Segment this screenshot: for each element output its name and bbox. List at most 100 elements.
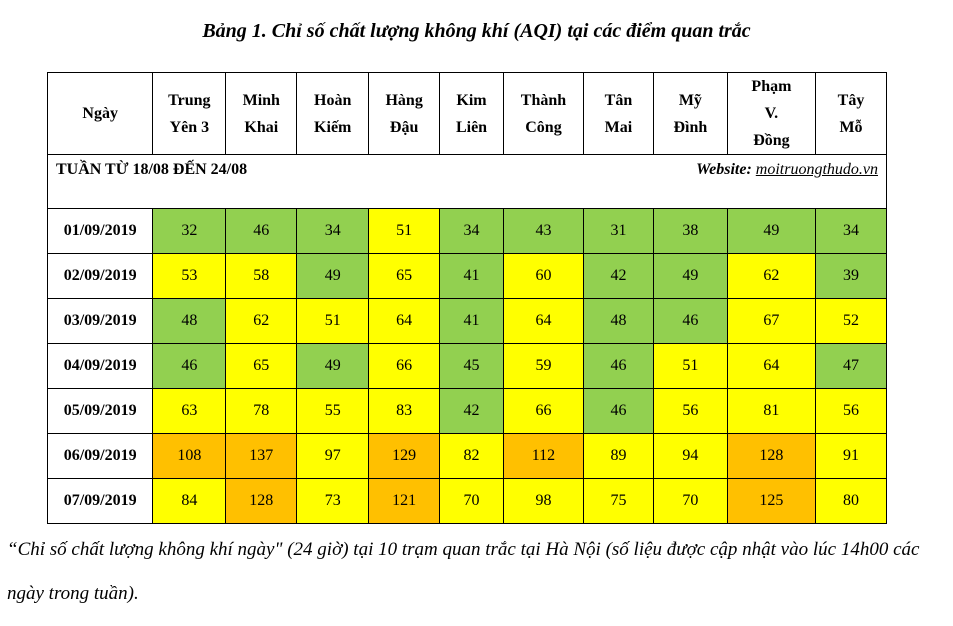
aqi-value-cell: 42: [439, 388, 504, 434]
aqi-value-cell: 60: [502, 253, 584, 299]
date-cell: 07/09/2019: [46, 478, 154, 524]
station-header: Tân Mai: [582, 72, 654, 155]
station-header-line: Công: [525, 118, 562, 136]
aqi-value-cell: 129: [368, 433, 441, 479]
station-header: Thành Công: [502, 72, 584, 155]
aqi-value-cell: 41: [439, 253, 504, 299]
aqi-value-cell: 48: [152, 298, 227, 344]
aqi-value-cell: 56: [815, 388, 887, 434]
aqi-value-cell: 64: [368, 298, 441, 344]
aqi-value-cell: 43: [502, 208, 584, 254]
table-title: Bảng 1. Chỉ số chất lượng không khí (AQI…: [202, 20, 751, 42]
aqi-value-cell: 125: [726, 478, 817, 524]
week-cell: TUẦN TỪ 18/08 ĐẾN 24/08 Website: moitruo…: [47, 154, 887, 209]
station-header-line: Mai: [604, 118, 633, 136]
station-header-line: Minh: [242, 91, 280, 109]
station-header: Hàng Đậu: [368, 72, 441, 155]
aqi-value-cell: 46: [225, 208, 298, 254]
aqi-value-cell: 49: [296, 253, 370, 299]
station-header-line: Tây: [837, 91, 865, 109]
station-header: Kim Liên: [439, 72, 504, 155]
date-cell: 02/09/2019: [46, 253, 154, 299]
aqi-value-cell: 84: [152, 478, 227, 524]
week-row: TUẦN TỪ 18/08 ĐẾN 24/08 Website: moitruo…: [47, 154, 887, 209]
table-row: 07/09/2019 84 128 73 121 70 98 75 70 125 80: [46, 478, 887, 524]
aqi-value-cell: 66: [368, 343, 441, 389]
station-header-line: Thành: [520, 91, 567, 109]
aqi-value-cell: 34: [439, 208, 504, 254]
station-header-line: Khai: [244, 118, 279, 136]
table-row: 04/09/2019 46 65 49 66 45 59 46 51 64 47: [46, 343, 887, 389]
aqi-value-cell: 75: [582, 478, 654, 524]
table-row: 05/09/2019 63 78 55 83 42 66 46 56 81 56: [46, 388, 887, 434]
aqi-value-cell: 46: [582, 388, 654, 434]
aqi-value-cell: 49: [296, 343, 370, 389]
website-link[interactable]: moitruongthudo.vn: [755, 161, 878, 178]
station-header-line: Trung: [168, 91, 211, 109]
date-column-header: Ngày: [46, 72, 154, 155]
aqi-value-cell: 41: [439, 298, 504, 344]
aqi-table: Ngày Trung Yên 3 Minh Khai Hoàn Kiếm Hàng Đậu Ki…: [46, 72, 887, 524]
aqi-value-cell: 46: [582, 343, 654, 389]
aqi-value-cell: 52: [815, 298, 887, 344]
aqi-value-cell: 98: [502, 478, 584, 524]
aqi-value-cell: 94: [652, 433, 728, 479]
aqi-value-cell: 49: [652, 253, 728, 299]
aqi-value-cell: 62: [225, 298, 298, 344]
aqi-value-cell: 73: [296, 478, 370, 524]
station-header: Hoàn Kiếm: [296, 72, 370, 155]
table-row: 06/09/2019 108 137 97 129 82 112 89 94 128 91: [46, 433, 887, 479]
week-label: TUẦN TỪ 18/08 ĐẾN 24/08: [56, 161, 248, 178]
aqi-value-cell: 48: [582, 298, 654, 344]
aqi-value-cell: 59: [502, 343, 584, 389]
aqi-value-cell: 49: [726, 208, 817, 254]
aqi-value-cell: 83: [368, 388, 441, 434]
aqi-value-cell: 82: [439, 433, 504, 479]
table-row: 02/09/2019 53 58 49 65 41 60 42 49 62 39: [46, 253, 887, 299]
station-header: Minh Khai: [225, 72, 298, 155]
aqi-value-cell: 62: [726, 253, 817, 299]
station-header-line: Kim: [456, 91, 487, 109]
station-header-line: Kiếm: [314, 118, 352, 136]
station-header: Trung Yên 3: [152, 72, 227, 155]
station-header-line: Liên: [455, 118, 488, 136]
aqi-value-cell: 67: [726, 298, 817, 344]
aqi-value-cell: 58: [225, 253, 298, 299]
aqi-value-cell: 64: [502, 298, 584, 344]
aqi-value-cell: 42: [582, 253, 654, 299]
aqi-value-cell: 38: [652, 208, 728, 254]
aqi-value-cell: 137: [225, 433, 298, 479]
station-header-line: Tân: [604, 91, 633, 109]
aqi-value-cell: 32: [152, 208, 227, 254]
table-header-row: Ngày Trung Yên 3 Minh Khai Hoàn Kiếm Hàng Đậu Ki…: [46, 72, 887, 155]
aqi-value-cell: 39: [815, 253, 887, 299]
aqi-value-cell: 31: [582, 208, 654, 254]
aqi-value-cell: 45: [439, 343, 504, 389]
aqi-value-cell: 108: [152, 433, 227, 479]
table-row: 03/09/2019 48 62 51 64 41 64 48 46 67 52: [46, 298, 887, 344]
aqi-value-cell: 128: [726, 433, 817, 479]
website-info: Website: moitruongthudo.vn: [696, 161, 878, 179]
aqi-value-cell: 64: [726, 343, 817, 389]
date-cell: 06/09/2019: [46, 433, 154, 479]
aqi-value-cell: 91: [815, 433, 887, 479]
aqi-value-cell: 78: [225, 388, 298, 434]
aqi-value-cell: 56: [652, 388, 728, 434]
station-header-line: Yên 3: [169, 118, 210, 136]
aqi-value-cell: 34: [815, 208, 887, 254]
aqi-value-cell: 97: [296, 433, 370, 479]
aqi-value-cell: 66: [502, 388, 584, 434]
table-row: 01/09/2019 32 46 34 51 34 43 31 38 49 34: [46, 208, 887, 254]
aqi-value-cell: 55: [296, 388, 370, 434]
aqi-value-cell: 89: [582, 433, 654, 479]
station-header-line: Đình: [673, 118, 708, 136]
website-label: Website:: [696, 161, 752, 178]
aqi-value-cell: 112: [502, 433, 584, 479]
aqi-value-cell: 128: [225, 478, 298, 524]
station-header-line: Hàng: [385, 91, 423, 109]
aqi-value-cell: 121: [368, 478, 441, 524]
aqi-value-cell: 65: [368, 253, 441, 299]
table-caption: “Chỉ số chất lượng không khí ngày" (24 g…: [7, 539, 920, 604]
aqi-value-cell: 46: [152, 343, 227, 389]
station-header-line: Mỗ: [839, 118, 863, 136]
